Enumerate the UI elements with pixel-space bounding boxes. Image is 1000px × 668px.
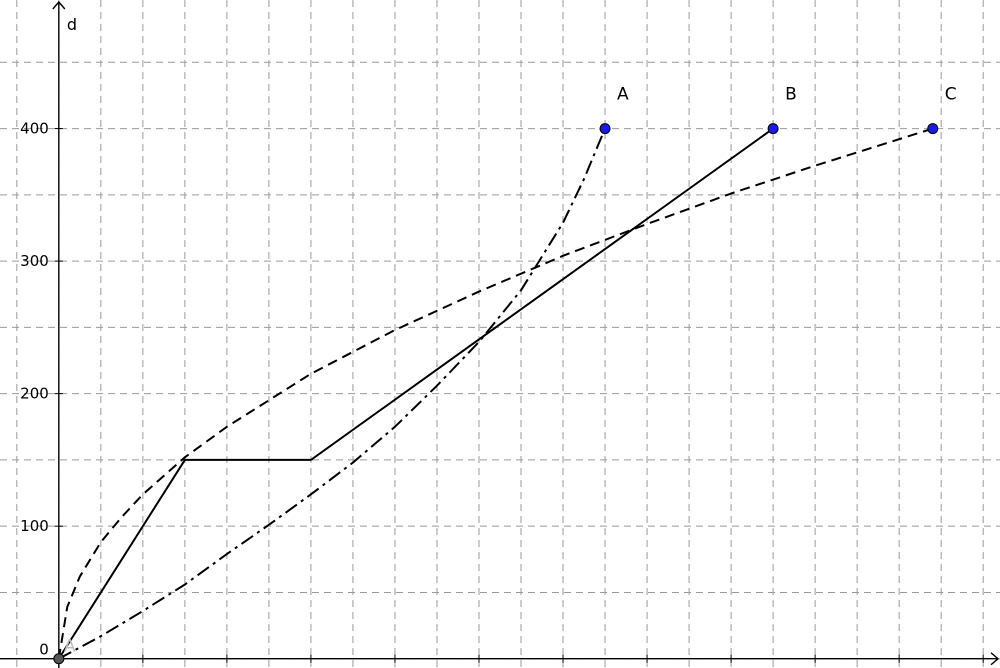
y-axis-arrow: [52, 0, 66, 10]
point-b-label: B: [785, 85, 797, 105]
ticks: 01020304050607080901001100100200300400: [20, 120, 984, 663]
point-a-label: A: [617, 85, 629, 105]
point-b: [767, 123, 779, 135]
y-axis-title: d: [67, 15, 77, 34]
series-a-line: [58, 128, 606, 660]
y-tick-label: 400: [20, 120, 49, 138]
point-c: [927, 123, 939, 135]
y-tick-label: 200: [20, 385, 49, 403]
origin-point: [53, 653, 65, 665]
series-c-line: [57, 127, 934, 659]
y-tick-label: 0: [39, 641, 49, 659]
origin-point-label: A: [64, 637, 76, 657]
series-layer: [57, 127, 934, 660]
y-tick-label: 300: [20, 252, 49, 270]
point-a: [599, 123, 611, 135]
series-b-line: [57, 127, 774, 660]
point-c-label: C: [945, 85, 957, 105]
points-layer: A A B C: [53, 85, 957, 665]
y-tick-label: 100: [20, 517, 49, 535]
x-axis-arrow: [990, 652, 1000, 666]
